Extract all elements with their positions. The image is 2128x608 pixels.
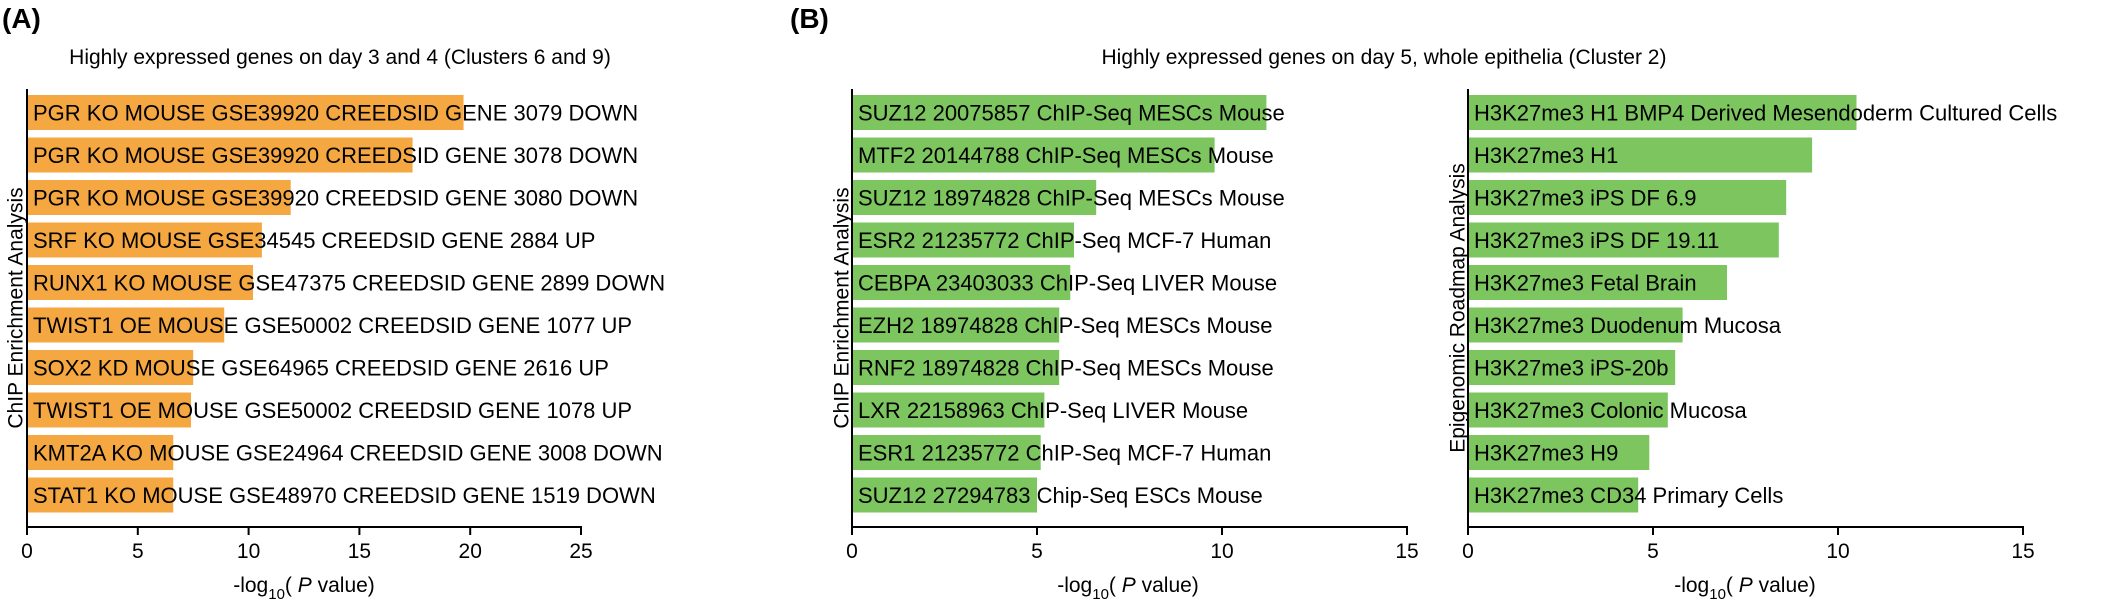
bar	[852, 137, 1215, 173]
bar-label: H3K27me3 iPS-20b	[1474, 356, 1668, 381]
x-tick-label: 5	[1031, 540, 1043, 563]
bar	[852, 392, 1045, 428]
bar-label: H3K27me3 iPS DF 19.11	[1474, 228, 1719, 253]
chart-b-epigenomic-roadmap: Epigenomic Roadmap Analysis H3K27me3 H1 B…	[1447, 89, 2057, 603]
x-tick-label: 10	[1826, 540, 1849, 563]
bar	[1468, 392, 1668, 428]
bar	[27, 222, 262, 258]
x-tick-label: 10	[1210, 540, 1233, 563]
bar-label: CEBPA 23403033 ChIP-Seq LIVER Mouse	[858, 271, 1277, 296]
bar-label: SRF KO MOUSE GSE34545 CREEDSID GENE 2884…	[33, 228, 595, 253]
bar-label: ESR1 21235772 ChIP-Seq MCF-7 Human	[858, 441, 1271, 466]
bar-label: H3K27me3 Duodenum Mucosa	[1474, 313, 1782, 338]
bar-label: H3K27me3 iPS DF 6.9	[1474, 186, 1697, 211]
bar	[27, 137, 413, 173]
bar	[27, 95, 464, 130]
bar-label: RNF2 18974828 ChIP-Seq MESCs Mouse	[858, 356, 1274, 381]
x-tick-label: 15	[348, 540, 371, 563]
bar-label: PGR KO MOUSE GSE39920 CREEDSID GENE 3078…	[33, 143, 638, 168]
chart-title: Highly expressed genes on day 3 and 4 (C…	[69, 46, 611, 69]
bar	[27, 392, 191, 428]
y-axis-label: Epigenomic Roadmap Analysis	[1447, 163, 1470, 453]
bar	[27, 477, 174, 513]
x-axis-label: -log10( P value)	[1057, 574, 1199, 603]
bar	[27, 180, 291, 215]
bar-label: H3K27me3 Fetal Brain	[1474, 271, 1697, 296]
panel-letter-b: (B)	[790, 3, 829, 34]
panel-letter-a: (A)	[2, 3, 41, 34]
bar	[852, 222, 1074, 258]
x-tick-label: 0	[21, 540, 33, 563]
bar	[27, 265, 254, 300]
bar	[852, 95, 1267, 130]
bar	[852, 180, 1097, 215]
bar-label: SUZ12 27294783 Chip-Seq ESCs Mouse	[858, 483, 1263, 508]
bar-label: KMT2A KO MOUSE GSE24964 CREEDSID GENE 30…	[33, 441, 663, 466]
bar	[852, 477, 1037, 513]
x-tick-label: 10	[237, 540, 260, 563]
bar	[1468, 477, 1639, 513]
chart-a-chip-enrichment: Highly expressed genes on day 3 and 4 (C…	[5, 46, 666, 603]
bar	[852, 307, 1060, 343]
bar	[1468, 307, 1683, 343]
x-tick-label: 15	[1395, 540, 1418, 563]
bar-label: TWIST1 OE MOUSE GSE50002 CREEDSID GENE 1…	[33, 398, 632, 423]
bar-label: H3K27me3 CD34 Primary Cells	[1474, 483, 1783, 508]
bar-label: LXR 22158963 ChIP-Seq LIVER Mouse	[858, 398, 1248, 423]
x-tick-label: 20	[459, 540, 482, 563]
x-axis-label: -log10( P value)	[1674, 574, 1816, 603]
bar-label: MTF2 20144788 ChIP-Seq MESCs Mouse	[858, 143, 1274, 168]
bar-label: PGR KO MOUSE GSE39920 CREEDSID GENE 3079…	[33, 101, 638, 126]
x-tick-label: 5	[1647, 540, 1659, 563]
bar	[1468, 222, 1779, 258]
bar	[1468, 265, 1727, 300]
bar-label: EZH2 18974828 ChIP-Seq MESCs Mouse	[858, 313, 1273, 338]
x-tick-label: 0	[846, 540, 858, 563]
bar-label: RUNX1 KO MOUSE GSE47375 CREEDSID GENE 28…	[33, 271, 665, 296]
x-axis-label: -log10( P value)	[233, 574, 375, 603]
bar	[27, 350, 194, 385]
bar-label: SOX2 KD MOUSE GSE64965 CREEDSID GENE 261…	[33, 356, 609, 381]
bar	[1468, 350, 1676, 385]
bar	[27, 435, 174, 470]
x-tick-label: 25	[569, 540, 592, 563]
bar-label: H3K27me3 H9	[1474, 441, 1618, 466]
bar	[1468, 180, 1787, 215]
bar-label: SUZ12 18974828 ChIP-Seq MESCs Mouse	[858, 186, 1285, 211]
bar	[27, 307, 225, 343]
bar-label: SUZ12 20075857 ChIP-Seq MESCs Mouse	[858, 101, 1285, 126]
bar	[1468, 435, 1650, 470]
bar-label: PGR KO MOUSE GSE39920 CREEDSID GENE 3080…	[33, 186, 638, 211]
chart-b-chip-enrichment: Highly expressed genes on day 5, whole e…	[831, 46, 1667, 603]
bar-label: TWIST1 OE MOUSE GSE50002 CREEDSID GENE 1…	[33, 313, 632, 338]
bar-label: H3K27me3 H1 BMP4 Derived Mesendoderm Cul…	[1474, 101, 2057, 126]
bar-label: H3K27me3 Colonic Mucosa	[1474, 398, 1747, 423]
y-axis-label: ChIP Enrichment Analysis	[5, 187, 28, 428]
bar	[852, 350, 1060, 385]
x-tick-label: 15	[2011, 540, 2034, 563]
bar-label: H3K27me3 H1	[1474, 143, 1618, 168]
y-axis-label: ChIP Enrichment Analysis	[831, 187, 854, 428]
x-tick-label: 0	[1462, 540, 1474, 563]
bar	[1468, 137, 1813, 173]
chart-title: Highly expressed genes on day 5, whole e…	[1102, 46, 1667, 69]
bar	[1468, 95, 1857, 130]
bar-label: STAT1 KO MOUSE GSE48970 CREEDSID GENE 15…	[33, 483, 656, 508]
bar	[852, 435, 1041, 470]
x-tick-label: 5	[132, 540, 144, 563]
bar	[852, 265, 1071, 300]
bar-label: ESR2 21235772 ChIP-Seq MCF-7 Human	[858, 228, 1271, 253]
